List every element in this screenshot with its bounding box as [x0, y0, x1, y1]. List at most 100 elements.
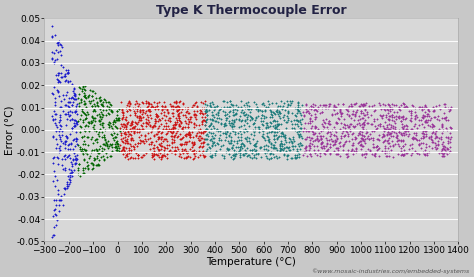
Point: [126, 132, 134, 137]
Point: [237, 105, 245, 109]
Point: [72, 110, 79, 115]
Point: [71, 144, 79, 148]
Point: [447, 135, 455, 139]
Point: [50, 61, 57, 65]
Point: [88, 94, 95, 98]
Point: [401, 124, 408, 129]
Point: [440, 116, 447, 120]
Point: [307, 104, 314, 108]
Point: [363, 129, 370, 134]
Point: [446, 109, 453, 113]
Point: [234, 144, 241, 149]
Point: [177, 143, 185, 147]
Point: [435, 127, 443, 131]
Point: [386, 109, 393, 113]
Point: [238, 118, 246, 122]
Point: [186, 147, 193, 152]
Point: [190, 143, 197, 147]
Point: [64, 135, 71, 140]
Point: [341, 126, 349, 130]
Point: [442, 150, 450, 154]
Point: [74, 143, 82, 147]
Point: [255, 127, 263, 132]
Point: [131, 111, 139, 115]
Point: [127, 144, 135, 148]
Point: [346, 127, 354, 132]
Point: [55, 73, 62, 78]
Point: [105, 104, 113, 109]
Point: [282, 132, 289, 137]
Point: [91, 158, 98, 163]
Point: [227, 134, 235, 139]
Point: [66, 147, 73, 151]
Point: [172, 105, 180, 109]
Point: [311, 138, 319, 142]
Point: [162, 137, 169, 141]
Point: [399, 153, 406, 157]
Point: [235, 148, 243, 153]
Point: [301, 121, 309, 125]
Point: [54, 79, 62, 84]
Point: [358, 144, 365, 148]
Point: [332, 152, 340, 157]
Point: [342, 152, 349, 156]
Point: [421, 109, 429, 114]
Point: [69, 95, 76, 99]
Point: [390, 110, 398, 114]
Point: [48, 24, 56, 28]
Point: [80, 146, 87, 151]
Point: [51, 32, 59, 37]
Point: [263, 121, 271, 126]
Point: [358, 122, 365, 127]
Point: [67, 141, 74, 145]
Point: [72, 158, 80, 163]
Point: [48, 91, 56, 95]
Point: [95, 112, 103, 116]
Point: [381, 103, 389, 107]
Point: [104, 104, 111, 109]
Point: [176, 124, 183, 129]
Point: [112, 125, 119, 129]
Point: [352, 110, 360, 114]
Point: [151, 107, 159, 111]
Point: [68, 82, 76, 87]
Point: [296, 141, 304, 145]
Point: [361, 154, 369, 159]
Point: [295, 143, 302, 148]
Point: [197, 110, 204, 115]
Point: [329, 106, 337, 110]
Point: [54, 156, 62, 160]
Point: [399, 114, 407, 118]
Point: [358, 133, 366, 137]
Point: [98, 98, 105, 102]
Point: [237, 110, 245, 114]
Point: [207, 155, 215, 159]
Point: [259, 123, 267, 127]
Point: [240, 152, 247, 156]
Point: [128, 133, 135, 137]
Point: [205, 107, 212, 112]
Point: [184, 116, 192, 121]
Point: [294, 106, 301, 110]
Point: [376, 124, 383, 128]
Point: [133, 129, 140, 134]
Point: [316, 150, 324, 155]
Point: [236, 147, 244, 151]
Point: [71, 93, 78, 98]
Point: [236, 144, 244, 149]
Point: [360, 134, 368, 138]
Point: [279, 134, 287, 138]
Point: [69, 164, 76, 168]
Point: [74, 166, 82, 171]
Point: [185, 119, 193, 123]
Point: [434, 139, 441, 144]
Point: [122, 124, 130, 129]
Point: [385, 122, 393, 126]
Point: [68, 102, 75, 107]
Point: [240, 113, 248, 117]
Point: [438, 150, 445, 154]
Point: [409, 135, 416, 139]
Point: [389, 144, 397, 148]
Point: [320, 151, 328, 156]
Point: [294, 103, 301, 107]
